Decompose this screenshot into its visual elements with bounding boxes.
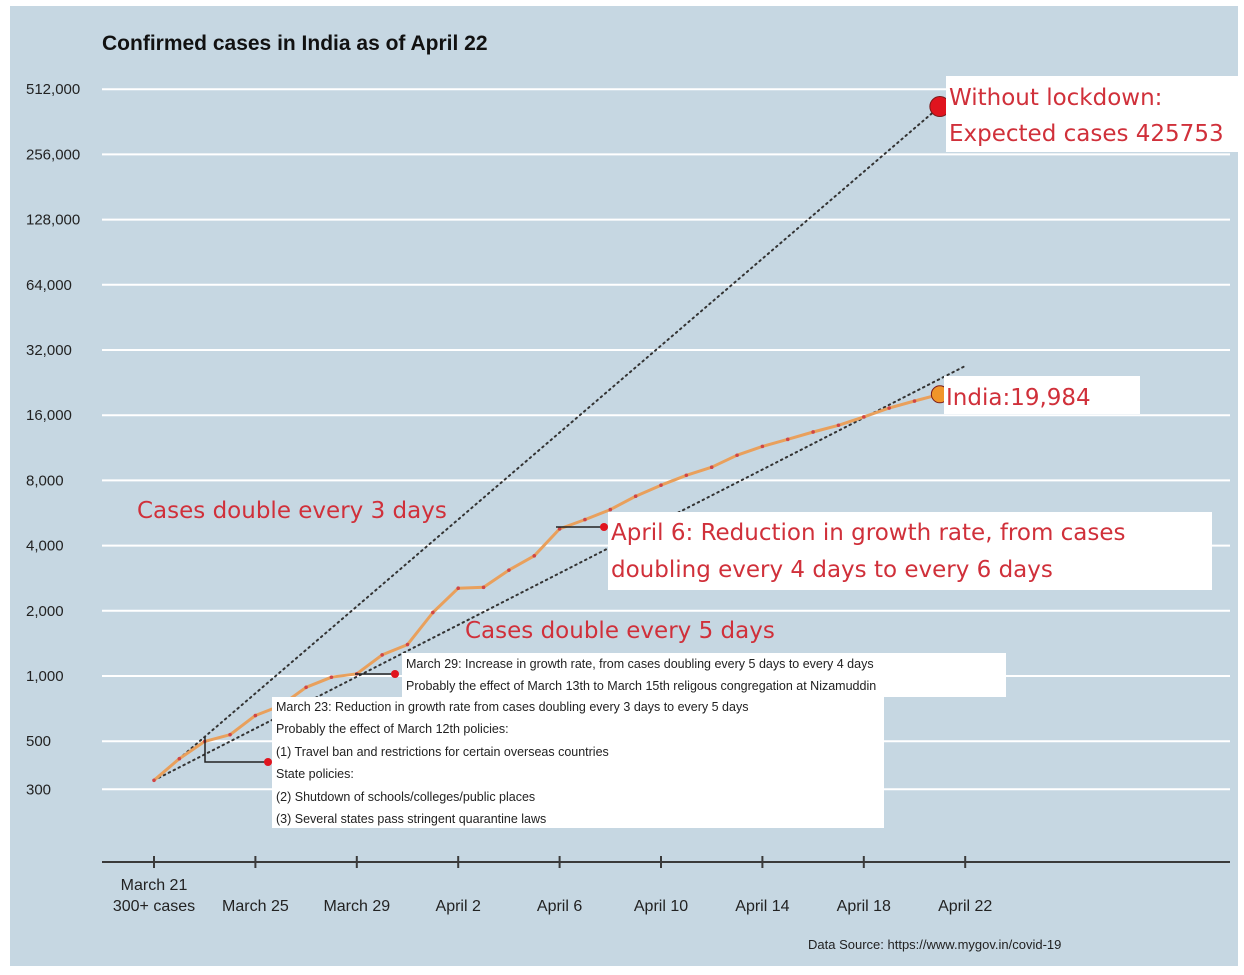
data-point bbox=[177, 756, 182, 761]
x-tick-label: April 22 bbox=[938, 898, 992, 915]
without-lockdown-line1: Without lockdown: bbox=[949, 85, 1162, 111]
march23-line1: March 23: Reduction in growth rate from … bbox=[276, 700, 748, 714]
y-tick-label: 4,000 bbox=[26, 538, 64, 555]
data-point bbox=[456, 586, 461, 591]
data-point bbox=[608, 507, 613, 512]
y-tick-label: 2,000 bbox=[26, 603, 64, 620]
y-tick-label: 500 bbox=[26, 733, 51, 750]
data-point bbox=[735, 453, 739, 458]
data-point bbox=[760, 444, 765, 449]
data-point bbox=[709, 465, 714, 470]
y-tick-label: 300 bbox=[26, 781, 51, 798]
data-point bbox=[659, 483, 663, 488]
y-tick-label: 128,000 bbox=[26, 212, 80, 229]
april6-line2: doubling every 4 days to every 6 days bbox=[611, 557, 1053, 583]
data-point bbox=[152, 778, 156, 783]
double-5-days-label: Cases double every 5 days bbox=[465, 618, 775, 644]
x-tick-label: March 29 bbox=[323, 898, 390, 915]
data-point bbox=[380, 653, 384, 657]
data-point bbox=[583, 517, 587, 522]
march29-line1: March 29: Increase in growth rate, from … bbox=[406, 657, 874, 671]
double-3-days-label: Cases double every 3 days bbox=[137, 498, 447, 524]
march23-line4: State policies: bbox=[276, 767, 354, 781]
x-tick-label: March 21 bbox=[121, 877, 188, 894]
data-point bbox=[329, 675, 334, 680]
y-tick-label: 256,000 bbox=[26, 146, 80, 163]
y-tick-label: 1,000 bbox=[26, 668, 64, 685]
data-point bbox=[887, 406, 891, 410]
y-tick-label: 64,000 bbox=[26, 277, 72, 294]
data-point bbox=[304, 685, 308, 690]
data-point bbox=[811, 430, 815, 434]
data-point bbox=[862, 415, 866, 419]
april6-line1: April 6: Reduction in growth rate, from … bbox=[611, 520, 1126, 546]
x-tick-label: April 6 bbox=[537, 898, 582, 915]
march29-box bbox=[402, 653, 1006, 697]
y-tick-label: 8,000 bbox=[26, 472, 64, 489]
march29-line2: Probably the effect of March 13th to Mar… bbox=[406, 679, 876, 693]
data-point bbox=[228, 732, 232, 737]
without-lockdown-box bbox=[946, 76, 1238, 152]
data-point bbox=[836, 423, 841, 428]
march23-line6: (3) Several states pass stringent quaran… bbox=[276, 812, 546, 826]
april6-box bbox=[608, 512, 1212, 590]
april6-dot bbox=[600, 523, 608, 531]
x-tick-label: April 18 bbox=[837, 898, 891, 915]
without-lockdown-line2: Expected cases 425753 bbox=[949, 121, 1224, 147]
india-label-box bbox=[944, 376, 1140, 414]
march23-connector bbox=[204, 737, 268, 763]
data-point bbox=[557, 527, 562, 531]
y-tick-label: 16,000 bbox=[26, 407, 72, 424]
data-point bbox=[785, 437, 790, 442]
data-point bbox=[405, 642, 410, 647]
data-point bbox=[431, 610, 435, 615]
india-label: India:19,984 bbox=[946, 385, 1091, 411]
x-tick-label: March 25 bbox=[222, 898, 289, 915]
reference-line-5-days bbox=[153, 364, 967, 782]
data-point bbox=[532, 554, 537, 558]
reference-line-3-days bbox=[153, 105, 941, 782]
y-axis-tick-labels: 512,000 256,000 128,000 64,000 32,000 16,000 8… bbox=[26, 81, 80, 798]
y-tick-label: 512,000 bbox=[26, 81, 80, 98]
march29-dot bbox=[391, 670, 399, 678]
data-point bbox=[633, 494, 638, 499]
march23-line5: (2) Shutdown of schools/colleges/public … bbox=[276, 790, 535, 804]
data-point bbox=[253, 713, 258, 718]
data-point bbox=[684, 473, 689, 478]
march23-dot bbox=[264, 758, 272, 766]
data-point bbox=[912, 399, 917, 403]
x-tick-label: April 10 bbox=[634, 898, 688, 915]
x-tick-label: April 2 bbox=[436, 898, 481, 915]
x-tick-label: 300+ cases bbox=[113, 898, 195, 915]
x-axis-ticks: March 21 300+ cases March 25 March 29 April … bbox=[113, 856, 992, 915]
data-point bbox=[481, 585, 486, 590]
x-tick-label: April 14 bbox=[735, 898, 789, 915]
data-point bbox=[507, 568, 511, 572]
chart-title: Confirmed cases in India as of April 22 bbox=[102, 32, 488, 55]
march23-line2: Probably the effect of March 12th polici… bbox=[276, 722, 509, 736]
march23-box bbox=[272, 697, 884, 828]
data-source: Data Source: https://www.mygov.in/covid-… bbox=[808, 937, 1061, 952]
march23-line3: (1) Travel ban and restrictions for cert… bbox=[276, 745, 609, 759]
doubling-reference-lines bbox=[153, 105, 967, 782]
y-tick-label: 32,000 bbox=[26, 342, 72, 359]
